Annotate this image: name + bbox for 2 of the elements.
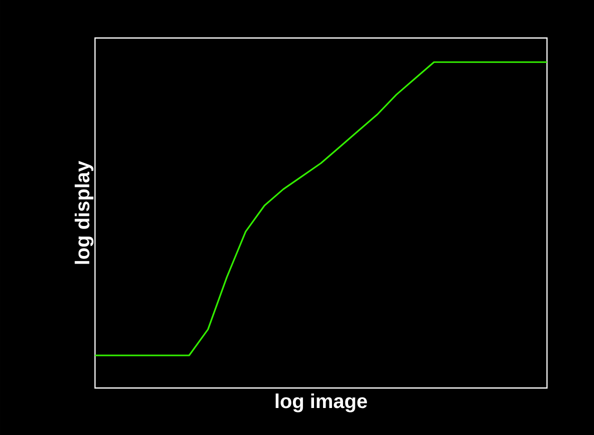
x-axis-title: log image [276, 394, 367, 412]
y-axis-title: log display [74, 160, 94, 264]
